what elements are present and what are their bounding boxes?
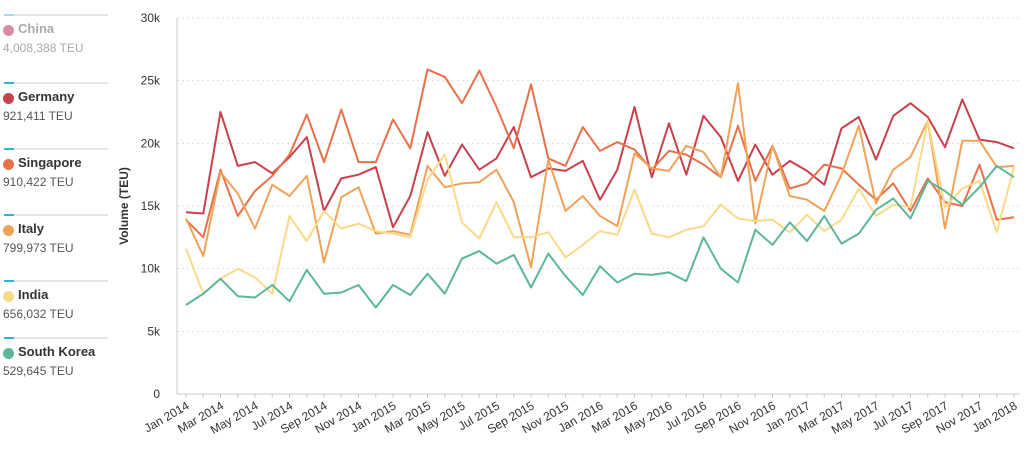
- legend-label: South Korea: [18, 344, 96, 359]
- legend-item-india[interactable]: India 656,032 TEU: [0, 280, 118, 338]
- legend-value: 799,973 TEU: [3, 241, 74, 255]
- legend-label: China: [18, 21, 55, 36]
- legend-item-china[interactable]: China 4,008,388 TEU: [0, 14, 118, 72]
- legend-item-germany[interactable]: Germany 921,411 TEU: [0, 82, 118, 140]
- series-line-italy: [185, 82, 1015, 269]
- legend-label: Italy: [18, 221, 45, 236]
- legend-label: India: [18, 287, 49, 302]
- legend-marker: [3, 225, 14, 236]
- legend-value: 4,008,388 TEU: [3, 41, 84, 55]
- legend-marker: [3, 25, 14, 36]
- y-tick-label: 20k: [141, 136, 161, 150]
- y-tick-label: 0: [153, 387, 160, 401]
- legend-divider: [4, 214, 108, 216]
- legend-divider: [4, 82, 108, 84]
- series-line-south-korea: [185, 164, 1015, 309]
- legend-item-italy[interactable]: Italy 799,973 TEU: [0, 214, 118, 272]
- legend-label: Singapore: [18, 155, 82, 170]
- y-tick-label: 5k: [147, 324, 161, 338]
- series-line-india: [185, 119, 1015, 295]
- legend-marker: [3, 291, 14, 302]
- legend-divider: [4, 280, 108, 282]
- legend-label: Germany: [18, 89, 75, 104]
- y-axis-title: Volume (TEU): [117, 167, 131, 245]
- legend-item-singapore[interactable]: Singapore 910,422 TEU: [0, 148, 118, 206]
- y-tick-label: 10k: [141, 262, 161, 276]
- legend-value: 921,411 TEU: [3, 109, 73, 123]
- legend-marker: [3, 159, 14, 170]
- legend-divider: [4, 337, 108, 339]
- y-tick-label: 25k: [141, 74, 161, 88]
- legend-item-south-korea[interactable]: South Korea 529,645 TEU: [0, 337, 118, 395]
- legend-divider: [4, 148, 108, 150]
- legend-marker: [3, 348, 14, 359]
- legend-marker: [3, 93, 14, 104]
- legend-divider: [4, 14, 108, 16]
- y-tick-label: 15k: [141, 199, 161, 213]
- legend-value: 910,422 TEU: [3, 175, 74, 189]
- legend-value: 656,032 TEU: [3, 307, 74, 321]
- legend-value: 529,645 TEU: [3, 364, 74, 378]
- y-tick-label: 30k: [141, 11, 161, 25]
